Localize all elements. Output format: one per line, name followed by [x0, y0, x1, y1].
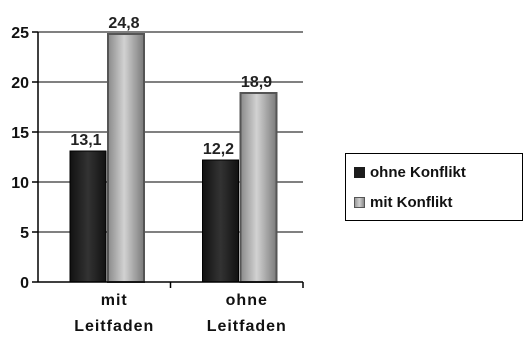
legend-swatch-mit-konflikt — [354, 197, 365, 208]
category-label-1-1: Leitfaden — [207, 318, 287, 335]
legend-item-mit-konflikt: mit Konflikt — [354, 194, 453, 211]
y-tick-label-15: 15 — [11, 125, 29, 142]
y-tick-label-5: 5 — [20, 225, 29, 242]
data-label-mit-konflikt-1: 18,9 — [241, 74, 272, 91]
y-tick-label-25: 25 — [11, 25, 29, 42]
data-label-mit-konflikt-0: 24,8 — [108, 15, 139, 32]
category-label-0-1: Leitfaden — [74, 318, 154, 335]
y-tick-label-10: 10 — [11, 175, 29, 192]
legend-label-mit-konflikt: mit Konflikt — [370, 194, 453, 211]
y-tick-label-0: 0 — [20, 275, 29, 292]
data-label-ohne-konflikt-1: 12,2 — [203, 141, 234, 158]
legend-swatch-ohne-konflikt — [354, 167, 365, 178]
bar-ohne-konflikt-0 — [69, 150, 107, 283]
data-label-ohne-konflikt-0: 13,1 — [70, 132, 101, 149]
y-tick-label-20: 20 — [11, 75, 29, 92]
legend: ohne Konflikt mit Konflikt — [345, 153, 523, 221]
category-labels: mit Leitfaden ohne Leitfaden — [74, 292, 287, 335]
axes — [37, 32, 304, 288]
category-label-0-0: mit — [101, 292, 128, 309]
bar-ohne-konflikt-1 — [202, 159, 239, 283]
bar-mit-konflikt-0 — [107, 33, 145, 283]
bars — [69, 33, 278, 283]
legend-item-ohne-konflikt: ohne Konflikt — [354, 164, 466, 181]
bar-mit-konflikt-1 — [239, 92, 278, 283]
y-tick-labels: 0 5 10 15 20 25 — [11, 25, 29, 292]
legend-label-ohne-konflikt: ohne Konflikt — [370, 164, 466, 181]
data-labels: 13,1 24,8 12,2 18,9 — [70, 15, 272, 158]
category-label-1-0: ohne — [226, 292, 268, 309]
